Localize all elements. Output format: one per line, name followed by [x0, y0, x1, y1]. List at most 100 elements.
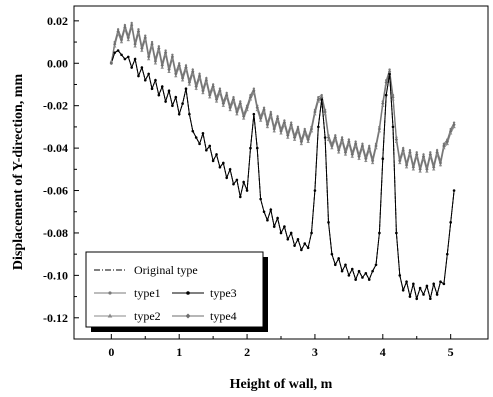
- x-axis-title: Height of wall, m: [230, 377, 333, 392]
- marker-type2: [126, 38, 130, 42]
- marker-type1: [449, 127, 452, 131]
- marker-type3: [381, 157, 385, 161]
- marker-type1: [446, 138, 449, 141]
- marker-type4: [428, 152, 433, 157]
- marker-type4: [109, 61, 114, 65]
- y-tick-label: -0.12: [43, 311, 68, 325]
- marker-type1: [208, 91, 211, 95]
- marker-type4: [306, 137, 310, 142]
- marker-type1: [225, 91, 228, 95]
- marker-type2: [326, 137, 331, 141]
- marker-type4: [323, 110, 327, 114]
- marker-type3: [137, 74, 140, 78]
- marker-type4: [194, 84, 198, 89]
- marker-type1: [378, 125, 381, 129]
- marker-type1: [347, 138, 351, 141]
- marker-type3: [150, 87, 154, 91]
- marker-type4: [384, 80, 388, 85]
- marker-type3: [425, 284, 429, 288]
- marker-type2: [221, 103, 226, 107]
- marker-type1: [354, 140, 357, 143]
- y-axis-title: Displacement of Y-direction, mm: [11, 74, 26, 271]
- marker-type4: [370, 159, 375, 163]
- marker-type2: [133, 44, 137, 48]
- marker-type3: [300, 248, 303, 252]
- marker-type3: [191, 129, 195, 133]
- marker-type1: [452, 121, 456, 124]
- marker-type1: [429, 151, 432, 154]
- marker-type2: [150, 44, 154, 48]
- marker-type3: [235, 178, 239, 182]
- marker-type4: [214, 97, 219, 102]
- marker-type2: [303, 131, 307, 135]
- marker-type3: [255, 146, 259, 150]
- marker-type4: [174, 72, 178, 76]
- marker-type4: [442, 144, 446, 148]
- marker-type3: [269, 208, 273, 211]
- x-tick-label: 2: [244, 345, 250, 359]
- marker-type4: [255, 106, 259, 110]
- marker-type2: [401, 150, 405, 154]
- marker-type3: [262, 210, 266, 214]
- marker-type2: [252, 91, 256, 95]
- marker-type2: [255, 108, 259, 112]
- marker-type3: [123, 57, 127, 61]
- marker-type4: [201, 89, 205, 93]
- marker-type1: [405, 161, 408, 165]
- marker-type1: [364, 155, 368, 158]
- marker-type3: [225, 176, 229, 180]
- marker-type4: [381, 101, 385, 106]
- marker-type1: [191, 68, 194, 71]
- marker-type4: [133, 42, 137, 46]
- marker-type1: [279, 127, 283, 131]
- marker-type4: [160, 63, 164, 68]
- marker-type3: [374, 263, 378, 267]
- marker-type1: [391, 93, 395, 97]
- marker-type4: [272, 127, 276, 131]
- x-tick-label: 4: [380, 345, 386, 359]
- marker-type3: [439, 280, 442, 284]
- marker-type2: [211, 86, 215, 90]
- marker-type1: [276, 115, 279, 118]
- marker-type4: [387, 70, 392, 74]
- marker-type1: [133, 40, 137, 44]
- marker-type1: [286, 132, 289, 135]
- marker-type3: [245, 189, 249, 192]
- marker-type2: [214, 99, 219, 103]
- marker-type1: [323, 108, 327, 112]
- marker-type4: [157, 46, 161, 51]
- marker-type3: [238, 195, 242, 199]
- marker-type1: [334, 134, 337, 137]
- marker-type3: [317, 125, 320, 129]
- marker-type2: [384, 82, 388, 86]
- marker-type1: [327, 134, 330, 137]
- marker-type3: [222, 161, 225, 165]
- marker-type4: [245, 106, 249, 110]
- marker-type1: [262, 106, 266, 110]
- marker-type2: [364, 159, 368, 163]
- marker-type1: [357, 153, 361, 156]
- marker-type3: [388, 72, 391, 76]
- y-tick-label: -0.08: [43, 226, 68, 240]
- marker-type1: [432, 163, 435, 167]
- marker-type3: [445, 252, 449, 256]
- marker-type2: [452, 125, 456, 129]
- marker-type4: [286, 133, 290, 138]
- y-tick-label: 0.02: [47, 14, 68, 28]
- marker-type3: [371, 269, 374, 273]
- marker-type4: [177, 63, 181, 68]
- marker-type1: [371, 157, 374, 160]
- marker-type2: [309, 129, 314, 133]
- marker-type1: [154, 57, 157, 61]
- marker-type4: [204, 78, 209, 82]
- marker-type2: [208, 95, 212, 99]
- marker-type1: [412, 163, 415, 167]
- marker-type1: [442, 142, 446, 146]
- marker-type3: [160, 85, 164, 88]
- marker-type4: [282, 120, 287, 125]
- x-tick-label: 3: [312, 345, 318, 359]
- marker-type3: [310, 231, 313, 235]
- marker-type2: [323, 112, 327, 116]
- marker-type2: [370, 161, 375, 165]
- marker-type4: [140, 46, 144, 51]
